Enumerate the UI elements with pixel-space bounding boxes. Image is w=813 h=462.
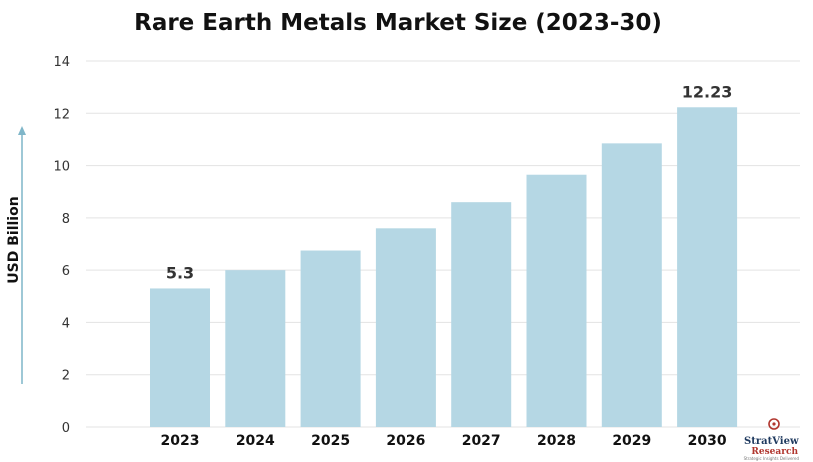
data-labels: 5.3 12.23 (166, 82, 733, 282)
y-axis-arrow-icon (18, 126, 26, 135)
y-axis-label: USD Billion (6, 196, 22, 283)
bar-2024 (225, 270, 286, 427)
x-tick-label: 2023 (161, 433, 200, 449)
bar-2028 (526, 174, 587, 427)
data-label: 12.23 (682, 82, 733, 101)
bar-2023 (150, 288, 210, 427)
y-tick-label: 12 (53, 107, 70, 122)
logo-name-part2: View (771, 436, 799, 447)
y-tick-label: 6 (62, 264, 70, 279)
chart-title: Rare Earth Metals Market Size (2023-30) (134, 10, 662, 36)
logo-name: StratView (744, 436, 799, 447)
logo-target-icon (768, 418, 780, 430)
x-tick-label: 2026 (386, 433, 425, 449)
logo-name-part1: Strat (744, 436, 773, 447)
bar-2027 (451, 202, 512, 427)
logo-subtitle: Research (751, 447, 798, 457)
y-tick-label: 14 (53, 55, 70, 70)
x-tick-labels: 2023 2024 2025 2026 2027 2028 2029 2030 (161, 433, 727, 449)
bar-2025 (300, 250, 361, 427)
stratview-logo: StratView Research Strategic Insights De… (744, 418, 800, 461)
x-tick-label: 2027 (462, 433, 501, 449)
y-tick-label: 8 (62, 212, 70, 227)
x-tick-label: 2029 (612, 433, 651, 449)
y-tick-label: 2 (62, 369, 70, 384)
x-tick-label: 2024 (236, 433, 275, 449)
bar-2026 (375, 228, 436, 427)
logo-target-dot-icon (772, 422, 776, 426)
y-tick-label: 0 (62, 421, 70, 436)
x-tick-label: 2030 (688, 433, 727, 449)
logo-tagline: Strategic Insights Delivered (744, 456, 800, 461)
bars (150, 107, 738, 427)
y-tick-label: 10 (53, 160, 70, 175)
x-tick-label: 2028 (537, 433, 576, 449)
y-tick-labels: 0 2 4 6 8 10 12 14 (53, 55, 70, 436)
y-axis-label-group: USD Billion (6, 126, 26, 384)
bar-2030 (677, 107, 738, 427)
bar-2029 (601, 143, 662, 427)
x-tick-label: 2025 (311, 433, 350, 449)
data-label: 5.3 (166, 263, 194, 282)
y-tick-label: 4 (62, 316, 70, 331)
